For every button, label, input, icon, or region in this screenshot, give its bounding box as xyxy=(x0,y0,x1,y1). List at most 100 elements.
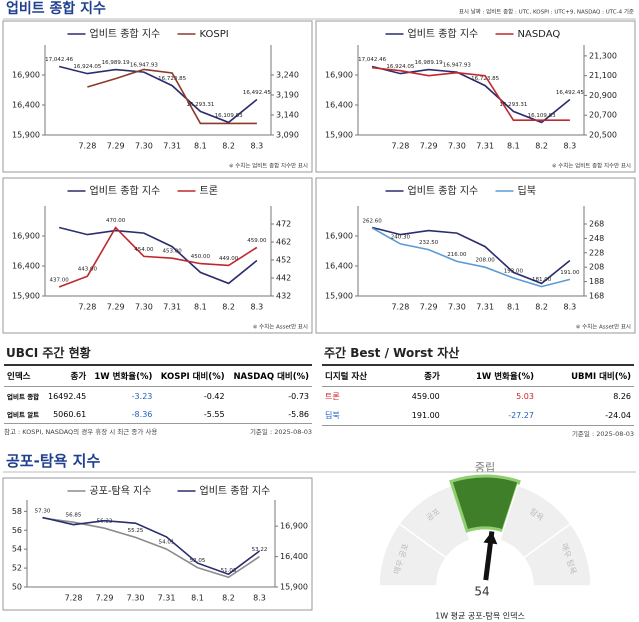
value-label: 449.00 xyxy=(219,256,239,262)
x-tick-label: 8.2 xyxy=(535,142,548,151)
panel xyxy=(315,177,636,334)
x-tick-label: 7.28 xyxy=(78,142,96,151)
value-label: 16,924.05 xyxy=(386,64,414,70)
y2-tick-label: 20,700 xyxy=(589,111,617,120)
value-label: 53.22 xyxy=(252,547,268,553)
value-label: 181.00 xyxy=(532,277,552,283)
series-line xyxy=(87,68,257,125)
table: 디지털 자산 종가 1W 변화율(%) UBMI 대비(%) 트론 459.00 5.03 8… xyxy=(322,366,634,426)
table-cell: 업비트 알트 xyxy=(4,405,44,424)
x-tick-label: 7.29 xyxy=(107,303,125,312)
gauge-caption: 1W 평균 공포-탐욕 인덱스 xyxy=(435,611,525,621)
value-label: 232.50 xyxy=(419,240,439,246)
column-header: UBMI 대비(%) xyxy=(536,366,634,387)
value-label: 16,109.83 xyxy=(528,113,556,119)
y2-tick-label: 21,300 xyxy=(589,51,617,60)
x-tick-label: 7.29 xyxy=(96,594,114,603)
y-tick-label: 56 xyxy=(12,526,22,535)
y2-tick-label: 208 xyxy=(589,263,604,272)
table-cell: -5.86 xyxy=(227,405,312,424)
table-cell: 트론 xyxy=(325,392,340,401)
chart-note: ※ 수치는 업비트 종합 지수만 표시 xyxy=(552,162,631,170)
value-label: 193.00 xyxy=(504,269,524,275)
y2-tick-label: 3,190 xyxy=(276,91,299,100)
table-note: 참고 : KOSPI, NASDAQ의 경우 휴장 시 최근 종가 사용 xyxy=(4,428,158,436)
value-label: 191.00 xyxy=(560,270,580,276)
y2-tick-label: 3,090 xyxy=(276,131,299,140)
legend-label: 업비트 종합 지수 xyxy=(90,27,161,40)
y-tick-label: 16,900 xyxy=(12,232,40,241)
value-label: 16,989.19 xyxy=(102,60,130,66)
y2-tick-label: 188 xyxy=(589,277,604,286)
x-tick-label: 8.1 xyxy=(194,303,207,312)
y-tick-label: 16,400 xyxy=(325,262,353,271)
y2-tick-label: 228 xyxy=(589,248,604,257)
value-label: 216.00 xyxy=(447,252,467,258)
table-cell: 5.03 xyxy=(516,392,534,401)
table-cell: 459.00 xyxy=(411,392,440,401)
series-line xyxy=(58,65,258,124)
y-tick-label: 16,400 xyxy=(12,262,40,271)
panel xyxy=(2,477,313,611)
table: 인덱스 종가 1W 변화율(%) KOSPI 대비(%) NASDAQ 대비(%) 업비트… xyxy=(4,366,312,424)
column-header: 인덱스 xyxy=(4,366,44,387)
x-tick-label: 7.31 xyxy=(476,142,494,151)
table-row: 트론 459.00 5.03 8.26 xyxy=(322,387,634,407)
panel xyxy=(2,177,313,334)
y-tick-label: 52 xyxy=(12,564,22,573)
x-tick-label: 7.28 xyxy=(391,303,409,312)
table-row: 업비트 종합 16492.45 -3.23 -0.42 -0.73 xyxy=(4,387,312,406)
column-header: NASDAQ 대비(%) xyxy=(227,366,312,387)
value-label: 208.00 xyxy=(476,258,496,264)
y-tick-label: 16,400 xyxy=(325,101,353,110)
x-tick-label: 7.30 xyxy=(135,142,153,151)
table-cell: -0.73 xyxy=(288,391,309,401)
x-tick-label: 7.29 xyxy=(107,142,125,151)
value-label: 453.00 xyxy=(163,249,183,255)
series-line xyxy=(372,66,570,121)
y2-tick-label: 452 xyxy=(276,256,291,265)
chart-note: ※ 수치는 Asset만 표시 xyxy=(253,323,308,331)
series-line xyxy=(58,226,258,288)
panel xyxy=(2,20,313,173)
table-row: 업비트 알트 5060.61 -8.36 -5.55 -5.86 xyxy=(4,405,312,424)
x-tick-label: 8.3 xyxy=(564,303,577,312)
value-label: 16,109.83 xyxy=(215,113,243,119)
table-cell: 딥북 xyxy=(322,406,393,426)
column-header: 1W 변화율(%) xyxy=(89,366,156,387)
value-label: 450.00 xyxy=(191,254,211,260)
legend-label: 업비트 종합 지수 xyxy=(408,184,479,197)
y-tick-label: 16,900 xyxy=(325,71,353,80)
value-label: 16,947.93 xyxy=(443,63,471,69)
value-label: 52.05 xyxy=(190,558,206,564)
column-header: KOSPI 대비(%) xyxy=(155,366,228,387)
gauge-label: 중립 xyxy=(475,461,495,474)
x-tick-label: 7.28 xyxy=(78,303,96,312)
column-header: 1W 변화율(%) xyxy=(442,366,537,387)
table-row: 딥북 191.00 -27.27 -24.04 xyxy=(322,406,634,426)
panel xyxy=(315,20,636,173)
value-label: 51.03 xyxy=(221,568,237,574)
y-tick-label: 15,900 xyxy=(12,292,40,301)
value-label: 54.01 xyxy=(159,540,175,546)
table-date: 기준일 : 2025-08-03 xyxy=(249,428,312,436)
value-label: 16,492.45 xyxy=(556,90,584,96)
section-title: 공포-탐욕 지수 xyxy=(6,452,101,470)
column-header: 디지털 자산 xyxy=(322,366,393,387)
table-cell: 5060.61 xyxy=(43,405,90,424)
table-cell: -3.23 xyxy=(131,391,153,401)
table-cell: 16492.45 xyxy=(48,391,87,401)
column-header: 종가 xyxy=(392,366,443,387)
x-tick-label: 8.1 xyxy=(191,594,204,603)
value-label: 55.25 xyxy=(128,528,144,534)
table-title: 주간 Best / Worst 자산 xyxy=(322,342,634,366)
legend-label: 업비트 종합 지수 xyxy=(408,27,479,40)
y2-tick-label: 15,900 xyxy=(280,583,308,592)
legend-label: 업비트 종합 지수 xyxy=(200,484,271,497)
value-label: 16,723.85 xyxy=(158,76,186,82)
value-label: 240.30 xyxy=(391,234,411,240)
value-label: 16,989.19 xyxy=(415,60,443,66)
x-tick-label: 7.29 xyxy=(420,303,438,312)
